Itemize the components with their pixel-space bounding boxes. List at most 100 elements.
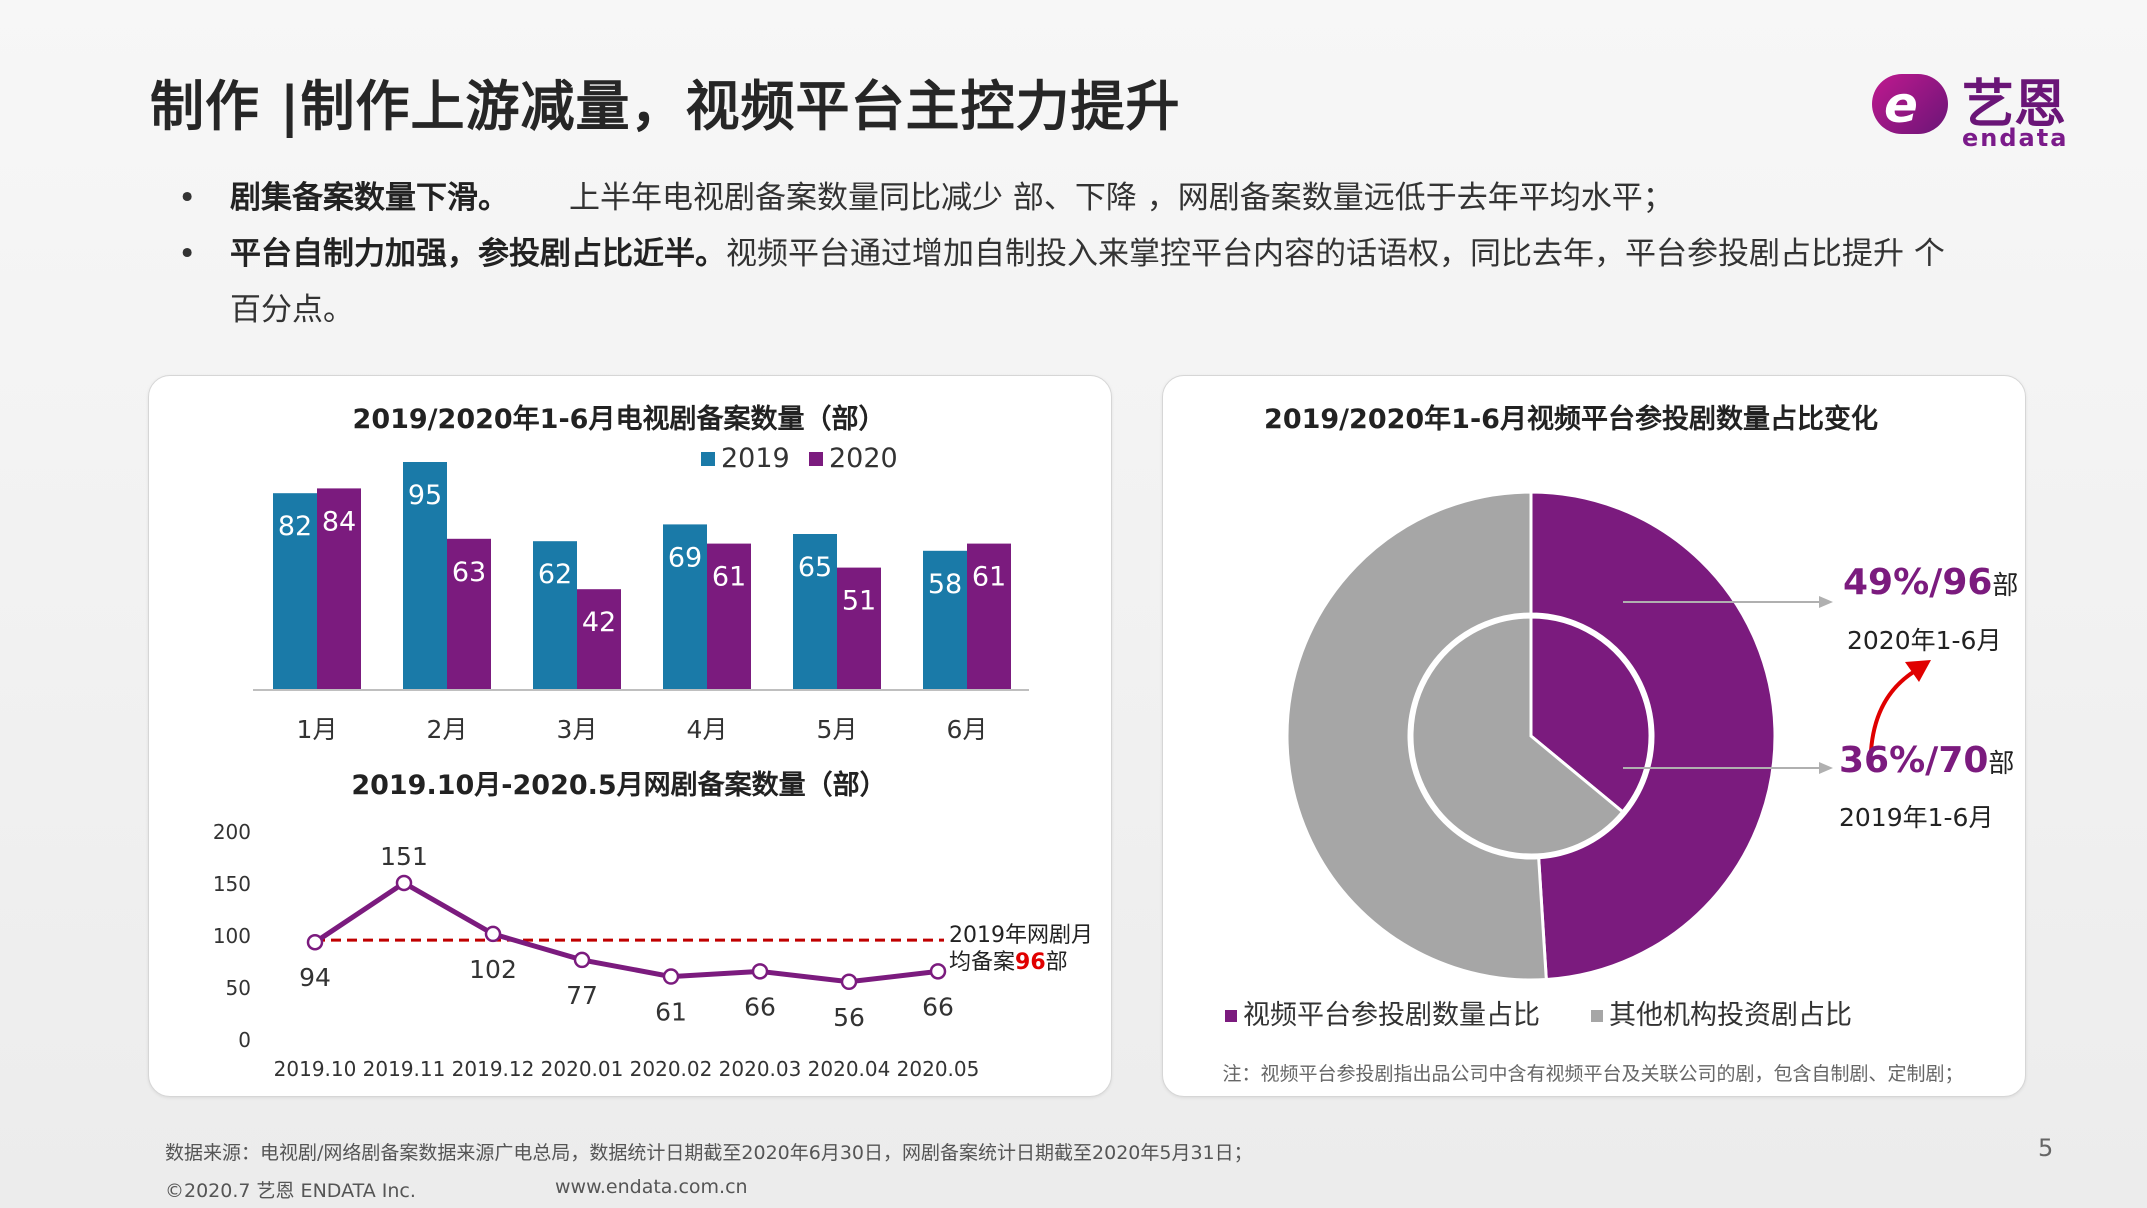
period-2019-label: 2019年1-6月 [1839, 803, 1993, 832]
donut-legend: 视频平台参投剧数量占比 其他机构投资剧占比 [1225, 1000, 1852, 1031]
footer-source: 数据来源：电视剧/网络剧备案数据来源广电总局，数据统计日期截至2020年6月30… [165, 1142, 1253, 1164]
bar-category-label: 5月 [817, 715, 858, 744]
bullet-2: • 平台自制力加强，参投剧占比近半。视频平台通过增加自制投入来掌控平台内容的话语… [178, 236, 1945, 272]
bar-value-2020-3: 42 [582, 607, 616, 638]
line-value-label: 77 [566, 981, 598, 1010]
bar-2020-5 [837, 567, 881, 690]
bar-2019-1 [273, 493, 317, 690]
bar-category-label: 3月 [557, 715, 598, 744]
line-x-tick-label: 2020.02 [630, 1057, 713, 1081]
endata-logo: e 艺恩 endata [1872, 60, 2082, 152]
bullet-2-text2: 百分点。 [230, 292, 354, 328]
outer-platform-slice [1529, 490, 1777, 982]
donut-note: 注：视频平台参投剧指出品公司中含有视频平台及关联公司的剧，包含自制剧、定制剧； [1222, 1063, 1963, 1085]
reference-label: 2019年网剧月 均备案96部 [949, 923, 1093, 975]
bar-value-2020-1: 84 [322, 506, 356, 537]
logo-en: endata [1962, 124, 2069, 152]
bullet-2-cont: 百分点。 [178, 282, 2058, 338]
legend-2019-label: 2019 [721, 443, 790, 474]
bar-value-2019-5: 65 [798, 552, 832, 583]
line-x-tick-label: 2020.03 [719, 1057, 802, 1081]
callout-arrow-2019 [1819, 762, 1833, 774]
bar-value-2020-6: 61 [972, 562, 1006, 593]
platform-share-panel: 2019/2020年1-6月视频平台参投剧数量占比变化 49%/96部 2020… [1162, 375, 2026, 1097]
callout-arrow-2020 [1819, 596, 1833, 608]
line-value-label: 61 [655, 998, 687, 1027]
legend-other-label: 其他机构投资剧占比 [1609, 1000, 1852, 1031]
bullet-1: • 剧集备案数量下滑。 上半年电视剧备案数量同比减少 部、下降 ，网剧备案数量远低… [178, 180, 1674, 216]
line-x-tick-label: 2020.01 [541, 1057, 624, 1081]
bar-value-2020-5: 51 [842, 586, 876, 617]
inner-other-slice [1410, 615, 1625, 857]
left-charts-svg: 2019/2020年1-6月电视剧备案数量（部） 2019 2020 82 84 1… [213, 403, 1093, 1081]
line-value-label: 66 [922, 992, 954, 1021]
reference-label-1: 2019年网剧月 [949, 923, 1093, 948]
legend-2020-label: 2020 [829, 443, 898, 474]
bar-category-label: 6月 [947, 715, 988, 744]
share-2019-label: 36%/70部 [1839, 740, 2014, 781]
line-x-tick-label: 2019.10 [274, 1057, 357, 1081]
line-value-label: 102 [469, 955, 517, 984]
footer-url: www.endata.com.cn [555, 1176, 748, 1198]
bar-2019-6 [923, 550, 967, 690]
reference-label-2: 均备案96部 [949, 950, 1068, 975]
line-y-tick-label: 150 [213, 872, 251, 896]
line-chart-title: 2019.10月-2020.5月网剧备案数量（部） [351, 769, 886, 801]
bar-2020-3 [577, 589, 621, 690]
legend-platform-swatch [1225, 1010, 1237, 1022]
bar-chart-title: 2019/2020年1-6月电视剧备案数量（部） [353, 403, 886, 435]
line-x-tick-label: 2020.04 [808, 1057, 891, 1081]
footer-copyright: ©2020.7 艺恩 ENDATA Inc. [165, 1180, 416, 1202]
legend-other-swatch [1591, 1010, 1603, 1022]
page-number: 5 [2038, 1134, 2054, 1162]
bar-marks: 82 84 1月 95 63 2月 62 42 3月 69 61 4月 65 51 5月 58 61 6月 [273, 462, 1011, 744]
bullet-2-text: 视频平台通过增加自制投入来掌控平台内容的话语权，同比去年，平台参投剧占比提升 个 [726, 236, 1945, 272]
bar-2020-1 [317, 488, 361, 690]
bar-value-2019-1: 82 [278, 511, 312, 542]
line-value-label: 94 [299, 963, 331, 992]
bar-2020-2 [447, 538, 491, 690]
share-2020-label: 49%/96部 [1843, 562, 2018, 603]
logo-cn: 艺恩 [1962, 75, 2067, 135]
legend-platform-label: 视频平台参投剧数量占比 [1243, 1000, 1540, 1031]
line-marks: 94 2019.10 151 2019.11 102 2019.12 77 2020.01 61… [274, 842, 980, 1081]
donut-chart-svg: 2019/2020年1-6月视频平台参投剧数量占比变化 49%/96部 2020… [1222, 403, 2018, 1085]
bar-value-2019-4: 69 [668, 542, 702, 573]
donut-chart-title: 2019/2020年1-6月视频平台参投剧数量占比变化 [1264, 403, 1878, 435]
line-point [929, 963, 947, 980]
inner-platform-slice [1529, 615, 1652, 814]
donut-callouts: 49%/96部 2020年1-6月 36%/70部 2019年1-6月 [1623, 562, 2018, 832]
line-point [306, 933, 324, 951]
bar-value-2019-3: 62 [538, 559, 572, 590]
line-point [662, 968, 680, 985]
bar-value-2019-6: 58 [928, 569, 962, 600]
page-title: 制作 |制作上游减量，视频平台主控力提升 [150, 75, 1181, 138]
summary-bullets: • 剧集备案数量下滑。 上半年电视剧备案数量同比减少 部、下降 ，网剧备案数量远低… [178, 170, 2058, 338]
line-point [484, 925, 502, 943]
bar-legend: 2019 2020 [701, 443, 898, 474]
line-point [395, 874, 413, 892]
line-value-label: 56 [833, 1003, 865, 1032]
bar-2020-6 [967, 543, 1011, 690]
bar-value-2020-2: 63 [452, 557, 486, 588]
line-x-tick-label: 2019.11 [363, 1057, 446, 1081]
line-x-tick-label: 2020.05 [897, 1057, 980, 1081]
bar-2019-5 [793, 534, 837, 690]
legend-2020-swatch [809, 452, 823, 466]
bar-value-2020-4: 61 [712, 562, 746, 593]
increase-arrowhead-icon [1905, 660, 1931, 682]
line-y-tick-label: 0 [238, 1028, 251, 1052]
period-2020-label: 2020年1-6月 [1847, 626, 2001, 655]
bar-2019-4 [663, 524, 707, 690]
increase-arrow-icon [1869, 669, 1917, 752]
line-y-tick-label: 200 [213, 820, 251, 844]
bar-2019-3 [533, 541, 577, 690]
line-value-label: 66 [744, 992, 776, 1021]
bullet-1-text: 上半年电视剧备案数量同比减少 部、下降 ，网剧备案数量远低于去年平均水平； [569, 180, 1674, 216]
line-point [751, 963, 769, 980]
line-y-tick-label: 100 [213, 924, 251, 948]
line-y-ticks: 0 50 100 150 200 [213, 820, 251, 1052]
bar-value-2019-2: 95 [408, 480, 442, 511]
bar-category-label: 1月 [297, 715, 338, 744]
legend-2019-swatch [701, 452, 715, 466]
